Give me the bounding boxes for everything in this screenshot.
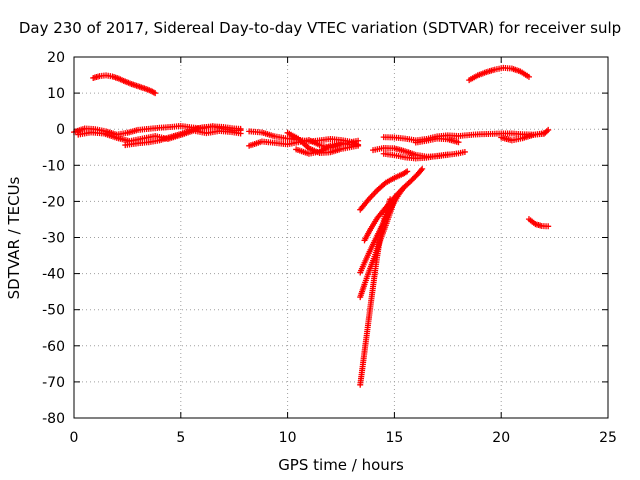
x-tick-label: 0 xyxy=(70,430,79,446)
axis-ticks: 0 5 10 15 20 25 20 10 0 -10 -20 -30 -40 -50 -60 -70 -80 xyxy=(42,50,617,446)
x-tick-label: 25 xyxy=(599,430,617,446)
x-tick-label: 10 xyxy=(279,430,297,446)
x-tick-label: 15 xyxy=(385,430,403,446)
series-19 xyxy=(466,64,532,84)
data-point xyxy=(525,73,532,80)
data-point xyxy=(404,168,411,175)
y-tick-label: 20 xyxy=(47,50,65,66)
data-point xyxy=(419,165,426,172)
data-point xyxy=(545,126,552,133)
series-18 xyxy=(357,196,394,388)
x-axis-label: GPS time / hours xyxy=(278,456,404,474)
series-13 xyxy=(380,150,451,162)
y-tick-label: -50 xyxy=(42,303,65,319)
y-axis-label: SDTVAR / TECUs xyxy=(5,176,23,300)
x-tick-label: 20 xyxy=(492,430,510,446)
data-point xyxy=(391,196,398,203)
series-8 xyxy=(293,139,355,157)
x-tick-label: 5 xyxy=(176,430,185,446)
data-point xyxy=(237,125,244,132)
data-point xyxy=(387,196,394,203)
y-tick-label: -80 xyxy=(42,411,65,427)
y-tick-label: -20 xyxy=(42,194,65,210)
y-tick-label: -40 xyxy=(42,267,65,283)
data-point xyxy=(540,130,547,137)
y-tick-label: -60 xyxy=(42,339,65,355)
data-point xyxy=(348,142,355,149)
series-1 xyxy=(90,72,159,97)
series-11 xyxy=(498,130,547,144)
y-tick-label: 10 xyxy=(47,86,65,102)
series-4 xyxy=(122,123,244,149)
y-tick-label: -30 xyxy=(42,231,65,247)
data-point xyxy=(152,90,159,97)
data-point xyxy=(461,148,468,155)
y-tick-label: 0 xyxy=(56,122,65,138)
series-20 xyxy=(525,216,552,230)
data-point xyxy=(545,223,552,230)
series-10 xyxy=(412,135,462,146)
chart-title: Day 230 of 2017, Sidereal Day-to-day VTE… xyxy=(18,19,622,37)
y-tick-label: -10 xyxy=(42,158,65,174)
data-point xyxy=(455,139,462,146)
data-point xyxy=(418,167,425,174)
data-point xyxy=(399,185,406,192)
data-points xyxy=(71,64,552,388)
plot-frame xyxy=(73,56,609,419)
data-point xyxy=(444,151,451,158)
series-14 xyxy=(357,168,411,213)
grid xyxy=(74,57,608,418)
y-tick-label: -70 xyxy=(42,375,65,391)
series-12 xyxy=(370,144,468,160)
series-17 xyxy=(357,196,398,301)
data-point xyxy=(355,142,362,149)
